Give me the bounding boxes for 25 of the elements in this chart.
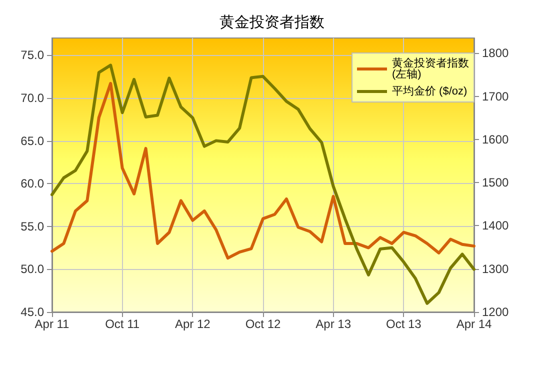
y-tick-label: 65.0	[20, 134, 44, 148]
legend-label: 平均金价 ($/oz)	[392, 86, 468, 98]
y2-tick-label: 1500	[482, 176, 510, 190]
y-tick-label: 60.0	[20, 176, 44, 191]
y-tick-label: 45.0	[20, 305, 44, 319]
x-tick-label: Apr 14	[456, 317, 492, 331]
line-series	[50, 82, 476, 260]
y2-tick-label: 1300	[482, 262, 510, 276]
y-tick-label: 55.0	[20, 219, 44, 234]
y-tick-label: 70.0	[20, 90, 44, 105]
y2-tick-label: 1700	[482, 89, 510, 104]
legend-label: 黄金投资者指数 (左轴)	[392, 56, 469, 80]
y-tick-label: 50.0	[20, 262, 44, 276]
y2-tick-label: 1600	[482, 132, 510, 146]
y2-tick-label: 1800	[482, 46, 510, 60]
x-tick-label: Apr 11	[34, 317, 70, 331]
x-tick-label: Oct 12	[245, 317, 281, 331]
x-tick-label: Apr 13	[316, 317, 352, 331]
x-tick-label: Apr 12	[174, 317, 211, 331]
y2-tick-label: 1400	[482, 218, 510, 233]
x-tick-label: Oct 11	[105, 317, 140, 331]
chart-title: 黄金投资者指数	[220, 14, 324, 31]
y-tick-label: 75.0	[20, 48, 44, 62]
y2-tick-label: 1200	[482, 305, 510, 319]
x-tick-label: Oct 13	[386, 317, 422, 331]
